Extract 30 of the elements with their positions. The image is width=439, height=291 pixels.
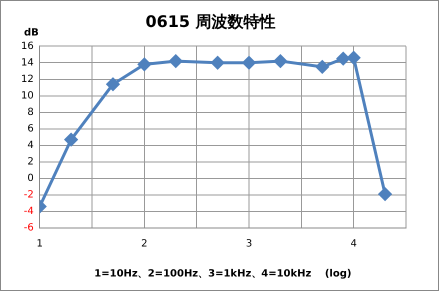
point (378, 188, 392, 201)
y-tick-label: -4 (24, 206, 34, 218)
y-tick-label: -6 (24, 222, 34, 234)
point (316, 60, 329, 74)
y-tick-label: -2 (24, 190, 34, 201)
y-axis-title: dB (24, 28, 39, 39)
x-axis-title: 1=10Hz、2=100Hz、3=1kHz、4=10kHz (log) (94, 268, 352, 280)
y-tick-label: 14 (20, 57, 34, 68)
y-tick-label: 6 (27, 123, 34, 134)
y-tick-label: 0 (27, 173, 34, 184)
y-tick-label: 12 (20, 74, 34, 85)
point (106, 78, 120, 91)
point (169, 54, 182, 68)
chart-title: 0615 周波数特性 (145, 12, 276, 31)
x-tick-label: 3 (246, 238, 252, 250)
point (242, 56, 256, 70)
point (274, 54, 287, 68)
point (211, 56, 224, 70)
y-tick-label: 10 (20, 90, 34, 102)
y-tick-label: 4 (27, 140, 34, 151)
y-tick-label: 16 (20, 40, 34, 52)
point (336, 52, 350, 66)
x-tick-label: 1 (36, 238, 43, 250)
x-tick-label: 2 (141, 238, 148, 250)
point (64, 133, 78, 146)
y-tick-label: 2 (27, 156, 34, 168)
point (138, 58, 151, 71)
x-tick-label: 4 (350, 238, 357, 250)
y-tick-label: 8 (27, 106, 34, 118)
point (347, 51, 360, 64)
